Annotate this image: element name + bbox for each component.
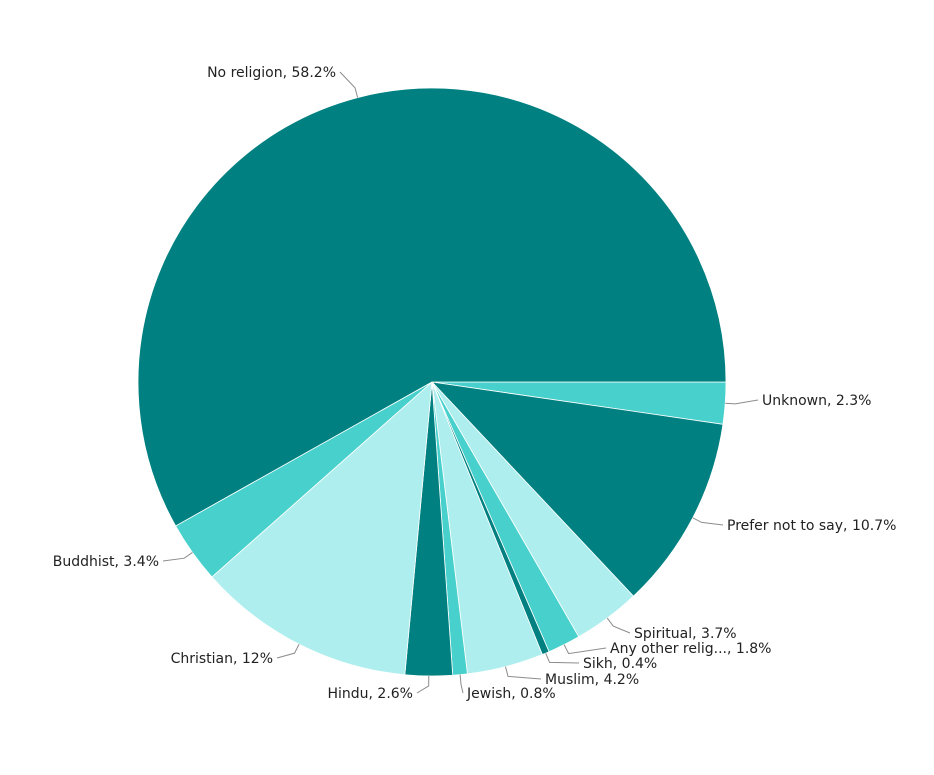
leader-line-no-religion	[339, 71, 359, 98]
slice-label-sikh: Sikh, 0.4%	[583, 656, 657, 672]
leader-line-any-other-relig	[563, 644, 607, 655]
slice-label-muslim: Muslim, 4.2%	[545, 672, 639, 688]
leader-line-christian	[276, 644, 300, 659]
leader-line-prefer-not-to-say	[692, 517, 724, 526]
leader-line-muslim	[505, 666, 542, 680]
slice-label-christian: Christian, 12%	[171, 651, 273, 667]
leader-line-jewish	[459, 674, 464, 694]
labels-layer: Unknown, 2.3% Prefer not to say, 10.7% Spi…	[53, 65, 897, 702]
leader-line-spiritual	[606, 617, 631, 634]
leader-line-unknown	[725, 399, 759, 405]
leader-line-sikh	[545, 652, 580, 664]
pie-slice-no-religion[interactable]	[137, 87, 727, 527]
leader-lines-layer	[162, 71, 759, 694]
leader-line-hindu	[416, 675, 430, 694]
slice-label-unknown: Unknown, 2.3%	[762, 393, 871, 409]
leader-line-buddhist	[162, 552, 193, 562]
slice-label-prefer-not-to-say: Prefer not to say, 10.7%	[727, 518, 896, 534]
pie-slice-christian[interactable]	[211, 381, 433, 676]
slice-label-jewish: Jewish, 0.8%	[466, 686, 556, 702]
slice-label-hindu: Hindu, 2.6%	[327, 686, 413, 702]
pie-slice-prefer-not-to-say[interactable]	[430, 381, 724, 597]
slice-label-any-other-relig: Any other relig..., 1.8%	[610, 641, 771, 657]
slice-label-no-religion: No religion, 58.2%	[207, 65, 336, 81]
slices-layer	[137, 87, 727, 677]
slice-label-buddhist: Buddhist, 3.4%	[53, 554, 159, 570]
slice-label-spiritual: Spiritual, 3.7%	[634, 626, 737, 642]
